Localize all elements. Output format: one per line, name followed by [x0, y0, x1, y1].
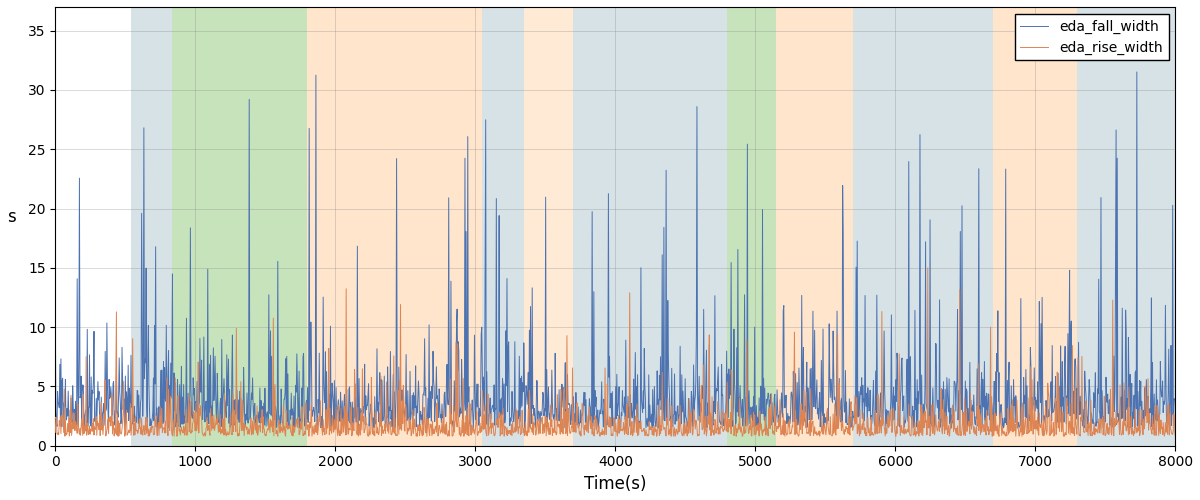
eda_rise_width: [1136, 416, 1151, 422]
Bar: [172, 7, 307, 446]
Line: eda_fall_width: eda_fall_width: [55, 72, 1176, 428]
eda_fall_width: [1129, 69, 1144, 75]
eda_fall_width: [1081, 425, 1096, 431]
Bar: [727, 7, 776, 446]
eda_fall_width: [1136, 424, 1151, 430]
eda_fall_width: [930, 405, 944, 411]
Bar: [482, 7, 524, 446]
Bar: [574, 7, 702, 446]
eda_rise_width: [931, 418, 946, 424]
Line: eda_rise_width: eda_rise_width: [55, 268, 1176, 436]
eda_rise_width: [1169, 433, 1183, 439]
Y-axis label: s: s: [7, 208, 16, 226]
eda_rise_width: [563, 430, 577, 436]
Bar: [1078, 7, 1176, 446]
Bar: [524, 7, 574, 446]
eda_rise_width: [1136, 426, 1151, 432]
Bar: [776, 7, 853, 446]
eda_fall_width: [593, 407, 607, 413]
eda_fall_width: [1169, 416, 1183, 422]
eda_rise_width: [920, 265, 935, 271]
Bar: [307, 7, 482, 446]
Bar: [702, 7, 727, 446]
eda_rise_width: [593, 433, 607, 439]
X-axis label: Time(s): Time(s): [584, 475, 647, 493]
eda_fall_width: [563, 418, 577, 424]
Bar: [853, 7, 994, 446]
Bar: [131, 7, 172, 446]
Bar: [994, 7, 1078, 446]
eda_rise_width: [48, 430, 62, 436]
Legend: eda_fall_width, eda_rise_width: eda_fall_width, eda_rise_width: [1015, 14, 1169, 60]
eda_rise_width: [106, 431, 120, 437]
eda_rise_width: [736, 434, 750, 440]
eda_fall_width: [1136, 410, 1151, 416]
eda_fall_width: [48, 315, 62, 321]
eda_fall_width: [106, 408, 120, 414]
